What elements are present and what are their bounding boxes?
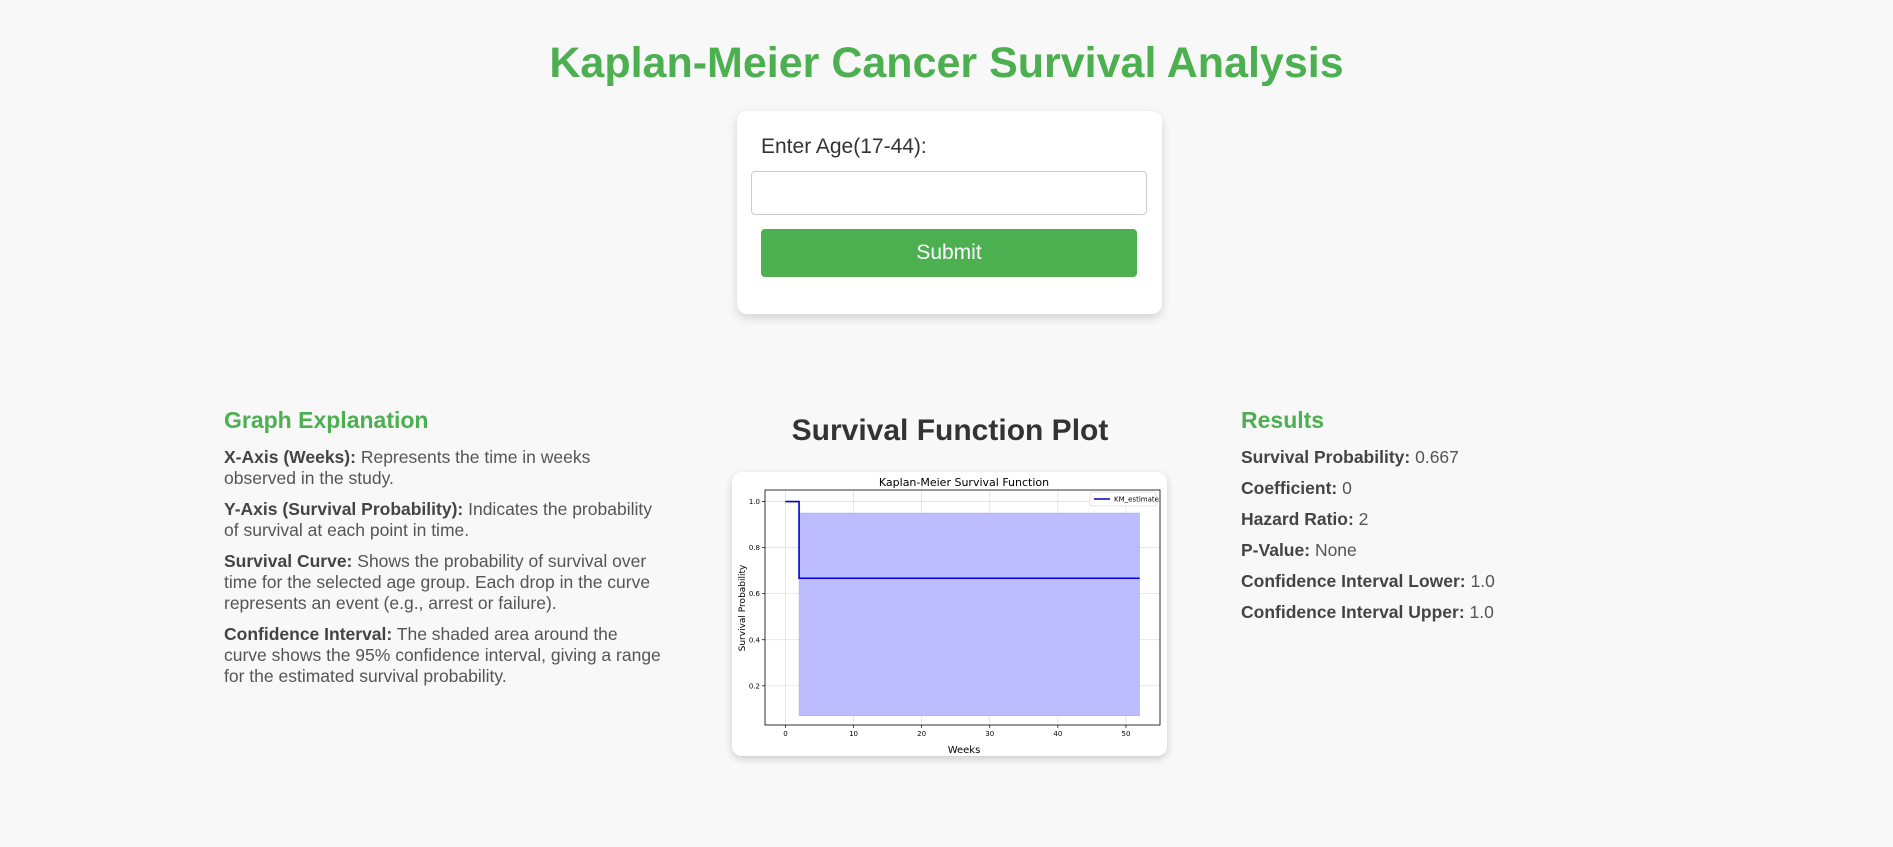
plot-frame — [764, 489, 1161, 726]
y-tick-label: 0.6 — [749, 590, 761, 598]
legend-box — [1089, 491, 1157, 507]
legend-label: KM_estimate — [1114, 496, 1159, 504]
x-tick-label: 30 — [985, 730, 994, 738]
explanation-item: Y-Axis (Survival Probability): Indicates… — [224, 499, 664, 541]
age-label: Enter Age(17-44): — [761, 135, 927, 158]
chart-axes: 0 10 20 30 40 50 0.2 0.4 0.6 0.8 1.0 — [749, 489, 1161, 738]
result-row: Coefficient: 0 — [1241, 478, 1641, 499]
explanation-item: Survival Curve: Shows the probability of… — [224, 551, 664, 614]
results-heading: Results — [1241, 407, 1325, 433]
explanation-term: Confidence Interval: — [224, 624, 393, 644]
survival-chart: 0 10 20 30 40 50 0.2 0.4 0.6 0.8 1.0 Kaplan-Meier … — [732, 472, 1167, 756]
result-value: 1.0 — [1469, 602, 1494, 622]
ci-band — [798, 512, 1140, 717]
chart-legend: KM_estimate — [1089, 491, 1159, 507]
explanation-term: Survival Curve: — [224, 551, 353, 571]
explanation-item: X-Axis (Weeks): Represents the time in w… — [224, 447, 664, 489]
survival-plot-card: 0 10 20 30 40 50 0.2 0.4 0.6 0.8 1.0 Kaplan-Meier … — [732, 472, 1167, 756]
explanation-text: The shaded area around the curve shows t… — [224, 624, 661, 686]
submit-button[interactable]: Submit — [761, 229, 1137, 277]
y-tick-label: 1.0 — [749, 498, 760, 506]
x-tick-label: 10 — [849, 730, 858, 738]
y-tick-label: 0.4 — [749, 636, 761, 644]
result-label: Confidence Interval Lower: — [1241, 571, 1466, 591]
results-panel: Results Survival Probability: 0.667 Coef… — [1241, 405, 1641, 633]
plot-section: Survival Function Plot 0 10 20 30 40 50 0.2 0.4… — [730, 405, 1170, 756]
result-row: Confidence Interval Upper: 1.0 — [1241, 602, 1641, 623]
result-value: 0 — [1342, 478, 1352, 498]
x-tick-label: 0 — [783, 730, 787, 738]
age-form-card: Enter Age(17-44): Submit — [737, 111, 1162, 314]
y-tick-label: 0.8 — [749, 544, 760, 552]
x-tick-label: 40 — [1053, 730, 1062, 738]
age-input[interactable] — [751, 171, 1147, 215]
result-value: 0.667 — [1415, 447, 1459, 467]
explanation-text: Represents the time in weeks observed in… — [224, 447, 591, 488]
result-row: P-Value: None — [1241, 540, 1641, 561]
explanation-text: Shows the probability of survival over t… — [224, 551, 651, 613]
explanation-item: Confidence Interval: The shaded area aro… — [224, 624, 664, 687]
result-label: Confidence Interval Upper: — [1241, 602, 1465, 622]
explanation-heading: Graph Explanation — [224, 407, 429, 433]
result-label: Survival Probability: — [1241, 447, 1411, 467]
chart-y-axis-label: Survival Probability — [738, 564, 748, 651]
result-row: Hazard Ratio: 2 — [1241, 509, 1641, 530]
series-line-km-estimate — [785, 500, 1140, 580]
result-value: None — [1314, 540, 1357, 560]
y-tick-label: 0.2 — [749, 682, 760, 690]
chart-series — [785, 500, 1140, 580]
chart-x-axis-label: Weeks — [948, 745, 981, 756]
explanation-text: Indicates the probability of survival at… — [224, 499, 652, 540]
explanation-term: X-Axis (Weeks): — [224, 447, 356, 467]
page-title: Kaplan-Meier Cancer Survival Analysis — [549, 39, 1344, 87]
result-row: Confidence Interval Lower: 1.0 — [1241, 571, 1641, 592]
chart-title: Kaplan-Meier Survival Function — [879, 476, 1049, 489]
result-label: P-Value: — [1241, 540, 1311, 560]
plot-heading: Survival Function Plot — [791, 414, 1109, 447]
graph-explanation: Graph Explanation X-Axis (Weeks): Repres… — [224, 405, 664, 697]
result-value: 1.0 — [1470, 571, 1495, 591]
x-tick-label: 20 — [917, 730, 926, 738]
x-tick-label: 50 — [1121, 730, 1130, 738]
result-row: Survival Probability: 0.667 — [1241, 447, 1641, 468]
result-label: Coefficient: — [1241, 478, 1338, 498]
result-value: 2 — [1358, 509, 1369, 529]
chart-confidence-band — [798, 512, 1140, 717]
explanation-term: Y-Axis (Survival Probability): — [224, 499, 464, 519]
result-label: Hazard Ratio: — [1241, 509, 1354, 529]
